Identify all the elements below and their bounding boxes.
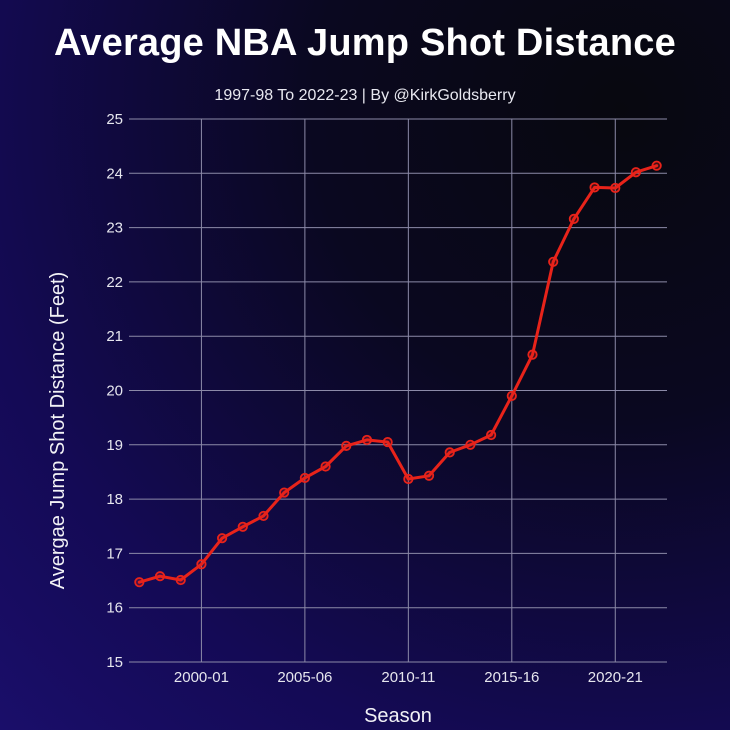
data-point — [382, 436, 393, 448]
data-point — [134, 577, 145, 588]
y-tick-label: 17 — [106, 545, 123, 562]
x-tick-label: 2005-06 — [277, 669, 332, 686]
y-tick-label: 25 — [106, 111, 123, 128]
data-point — [589, 182, 600, 193]
y-tick-label: 23 — [106, 220, 123, 237]
data-point — [237, 521, 248, 532]
y-axis-title: Avergae Jump Shot Distance (Feet) — [47, 272, 69, 590]
data-point — [361, 434, 373, 446]
data-point — [217, 533, 228, 544]
x-axis-ticks: 2000-01 2005-06 2010-11 2015-16 2020-21 — [174, 669, 643, 686]
x-axis-title: Season — [364, 705, 432, 727]
data-point — [341, 440, 352, 451]
data-point — [444, 447, 455, 458]
data-point — [196, 559, 207, 570]
data-point — [568, 213, 579, 225]
data-point — [258, 510, 269, 522]
y-tick-label: 22 — [106, 274, 123, 291]
data-point — [299, 472, 310, 484]
y-axis-ticks: 15 16 17 18 19 20 21 22 23 24 25 — [106, 111, 123, 671]
data-point — [465, 439, 476, 450]
data-point — [154, 571, 166, 582]
chart-subtitle: 1997-98 To 2022-23 | By @KirkGoldsberry — [214, 87, 516, 104]
data-point — [486, 429, 497, 441]
x-tick-label: 2020-21 — [588, 669, 643, 686]
data-point — [548, 256, 559, 267]
data-series — [134, 160, 662, 588]
y-tick-label: 20 — [106, 383, 123, 400]
x-tick-label: 2010-11 — [381, 669, 435, 686]
data-point — [423, 470, 435, 481]
y-tick-label: 18 — [106, 491, 123, 508]
data-point — [527, 349, 538, 360]
data-point — [320, 461, 331, 472]
chart-title: Average NBA Jump Shot Distance — [54, 22, 676, 64]
data-point — [403, 473, 414, 485]
y-tick-label: 24 — [106, 165, 123, 182]
data-point — [279, 487, 290, 498]
data-point — [175, 574, 186, 586]
y-tick-label: 19 — [106, 437, 123, 454]
y-tick-label: 15 — [106, 654, 123, 671]
data-point — [651, 160, 662, 171]
data-point — [506, 390, 517, 402]
x-tick-label: 2015-16 — [484, 669, 539, 686]
y-tick-label: 21 — [106, 328, 123, 345]
grid-lines — [129, 118, 667, 663]
data-point — [630, 167, 642, 178]
y-tick-label: 16 — [106, 600, 123, 617]
x-tick-label: 2000-01 — [174, 669, 229, 686]
data-point — [610, 182, 621, 194]
series-line — [137, 164, 659, 584]
